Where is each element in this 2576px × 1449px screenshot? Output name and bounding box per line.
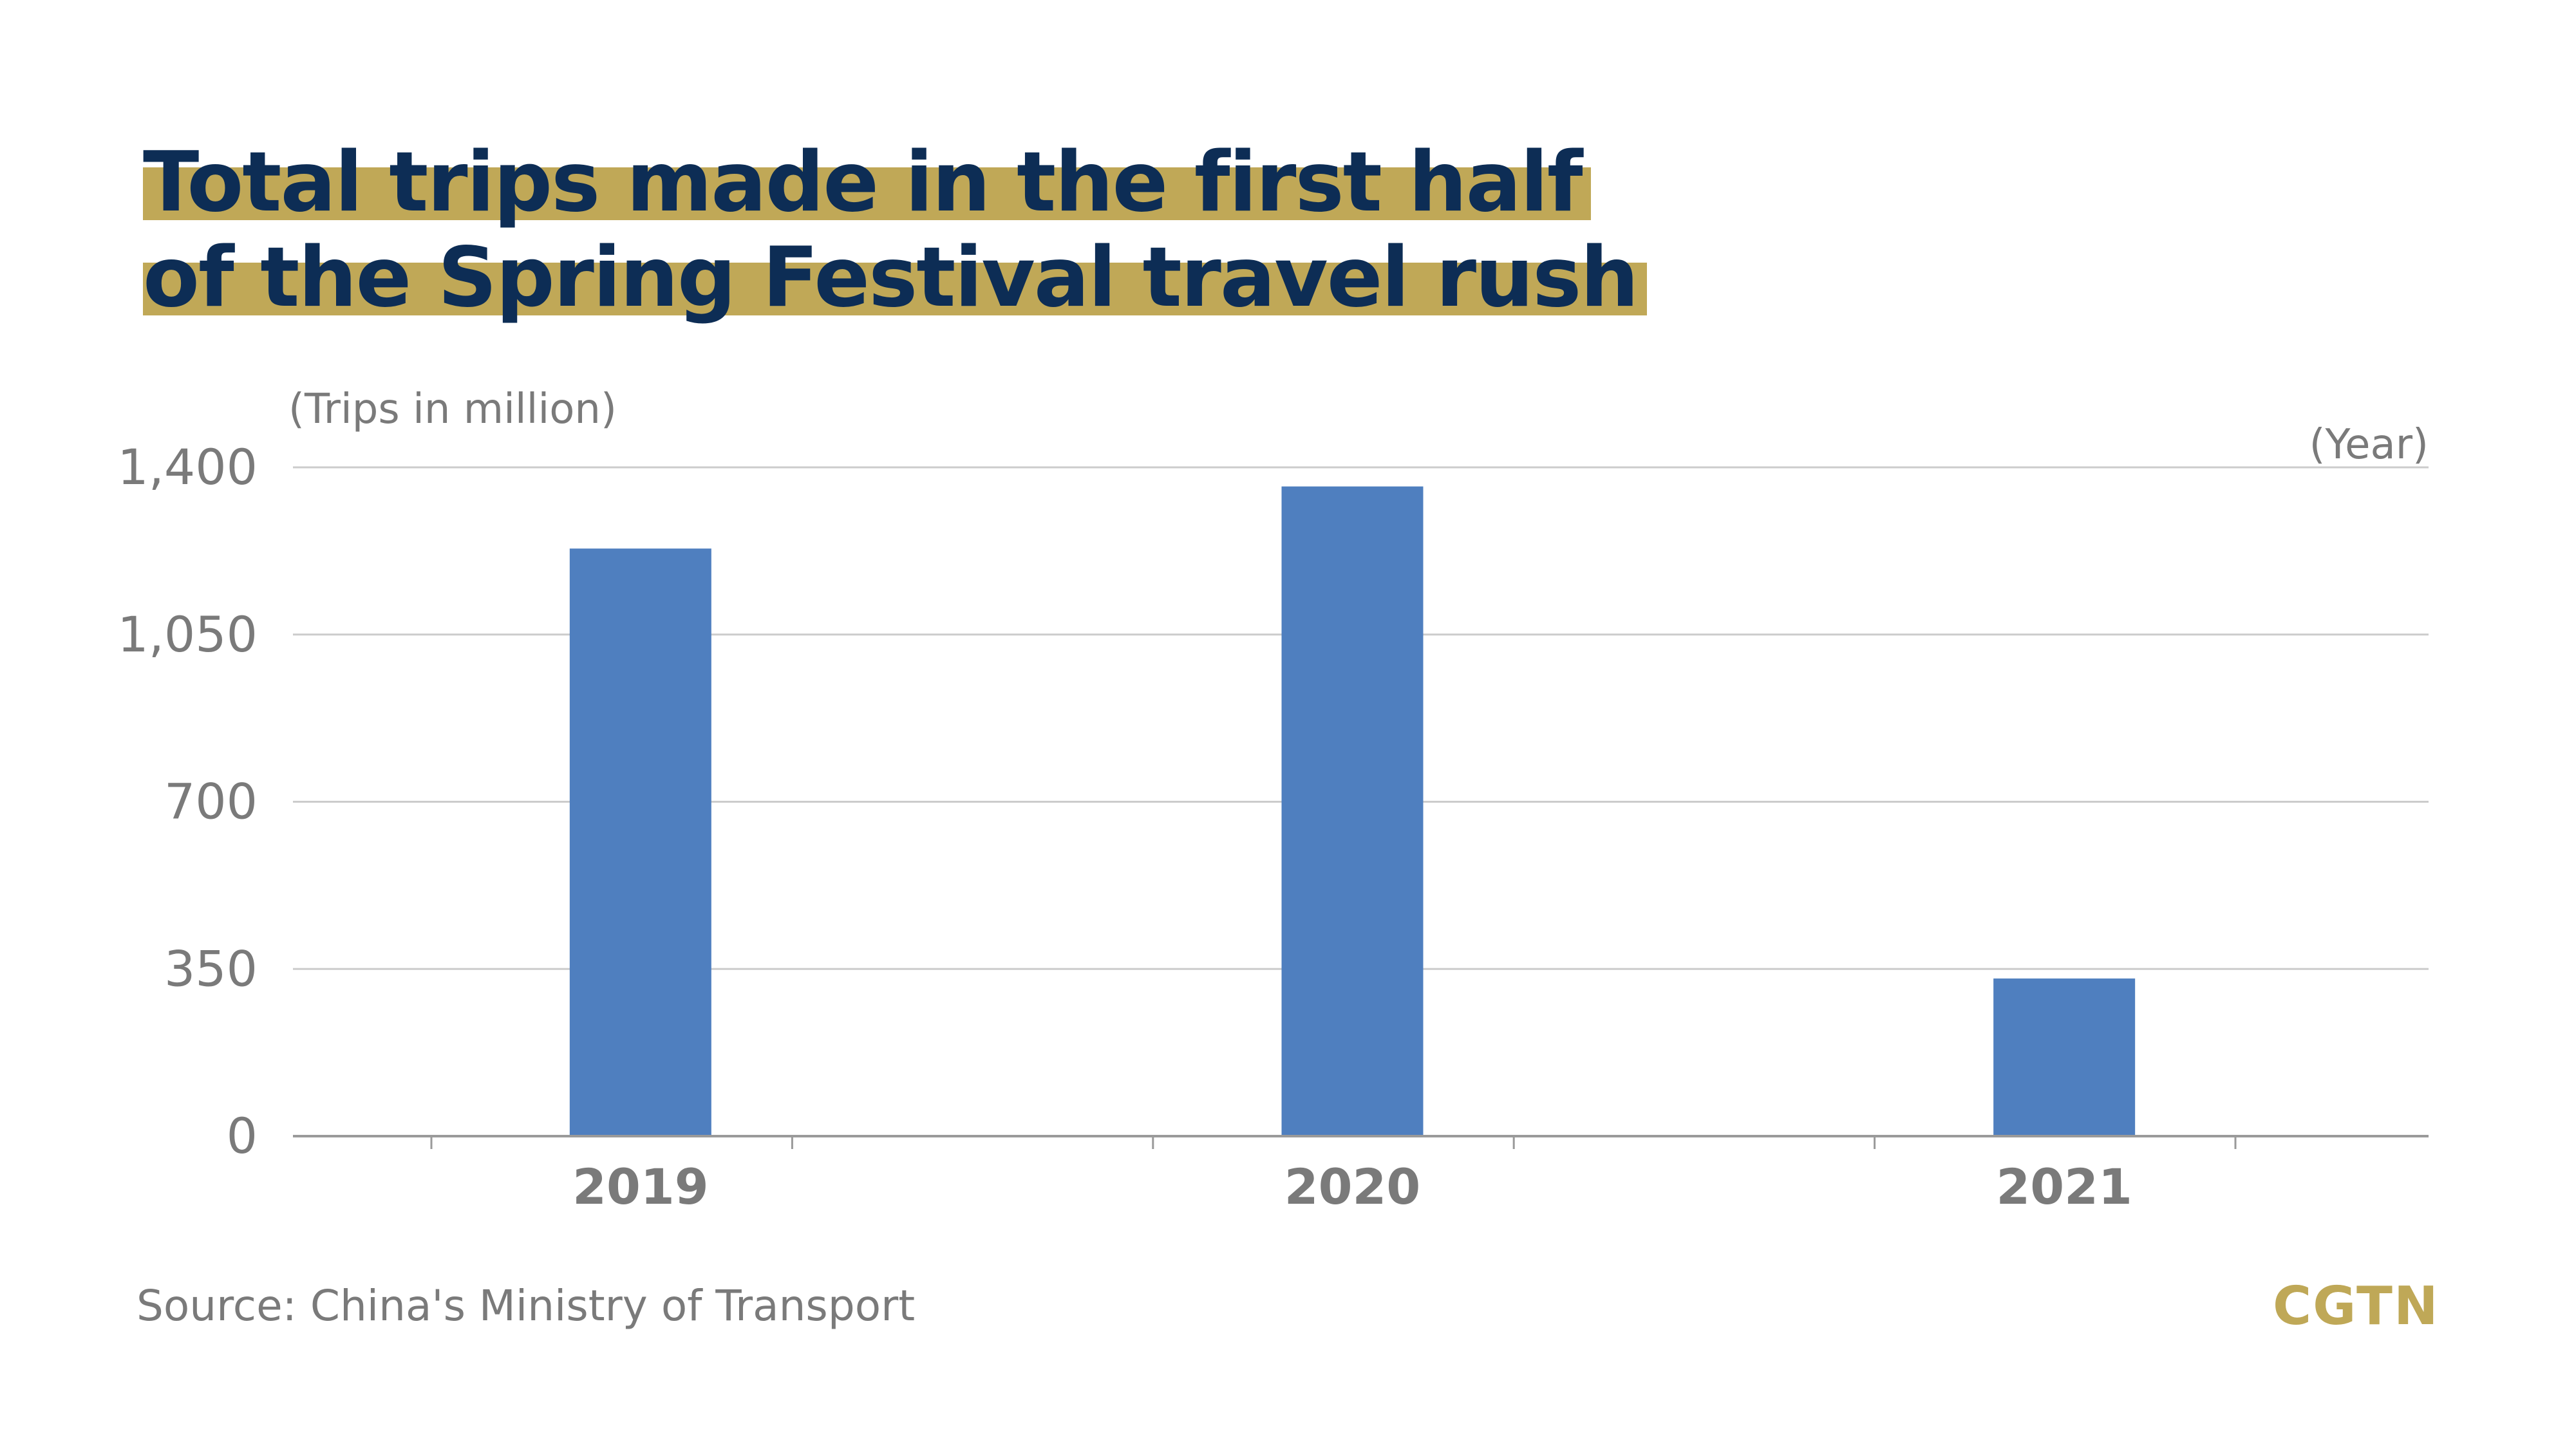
x-axis-label: (Year): [2309, 421, 2429, 469]
bar-2020: [1281, 486, 1424, 1136]
y-tick-label: 350: [164, 940, 258, 997]
y-axis-label: (Trips in million): [288, 386, 617, 433]
title-line-1-text: Total trips made in the first half: [143, 135, 1583, 230]
x-tick-label: 2021: [1996, 1158, 2132, 1215]
y-tick-label: 0: [227, 1107, 258, 1164]
title-line-2-text: of the Spring Festival travel rush: [143, 230, 1639, 326]
chart-title: Total trips made in the first half of th…: [143, 135, 1647, 326]
y-axis-ticks: 0 350 700 1,050 1,400: [117, 438, 258, 1164]
bar-2019: [569, 548, 711, 1136]
bars: [569, 486, 2136, 1136]
x-tick-label: 2019: [572, 1158, 709, 1215]
source-note: Source: China's Ministry of Transport: [136, 1281, 916, 1331]
x-tick-label: 2020: [1284, 1158, 1421, 1215]
title-line-1: Total trips made in the first half: [143, 135, 1647, 230]
y-tick-label: 1,050: [117, 606, 258, 663]
cgtn-logo: CGTN: [2273, 1276, 2440, 1337]
x-axis: 2019 2020 2021: [293, 1135, 2429, 1215]
title-line-2: of the Spring Festival travel rush: [143, 230, 1647, 326]
y-tick-label: 1,400: [117, 438, 258, 496]
bar-2021: [1993, 978, 2136, 1136]
y-tick-label: 700: [164, 773, 258, 830]
